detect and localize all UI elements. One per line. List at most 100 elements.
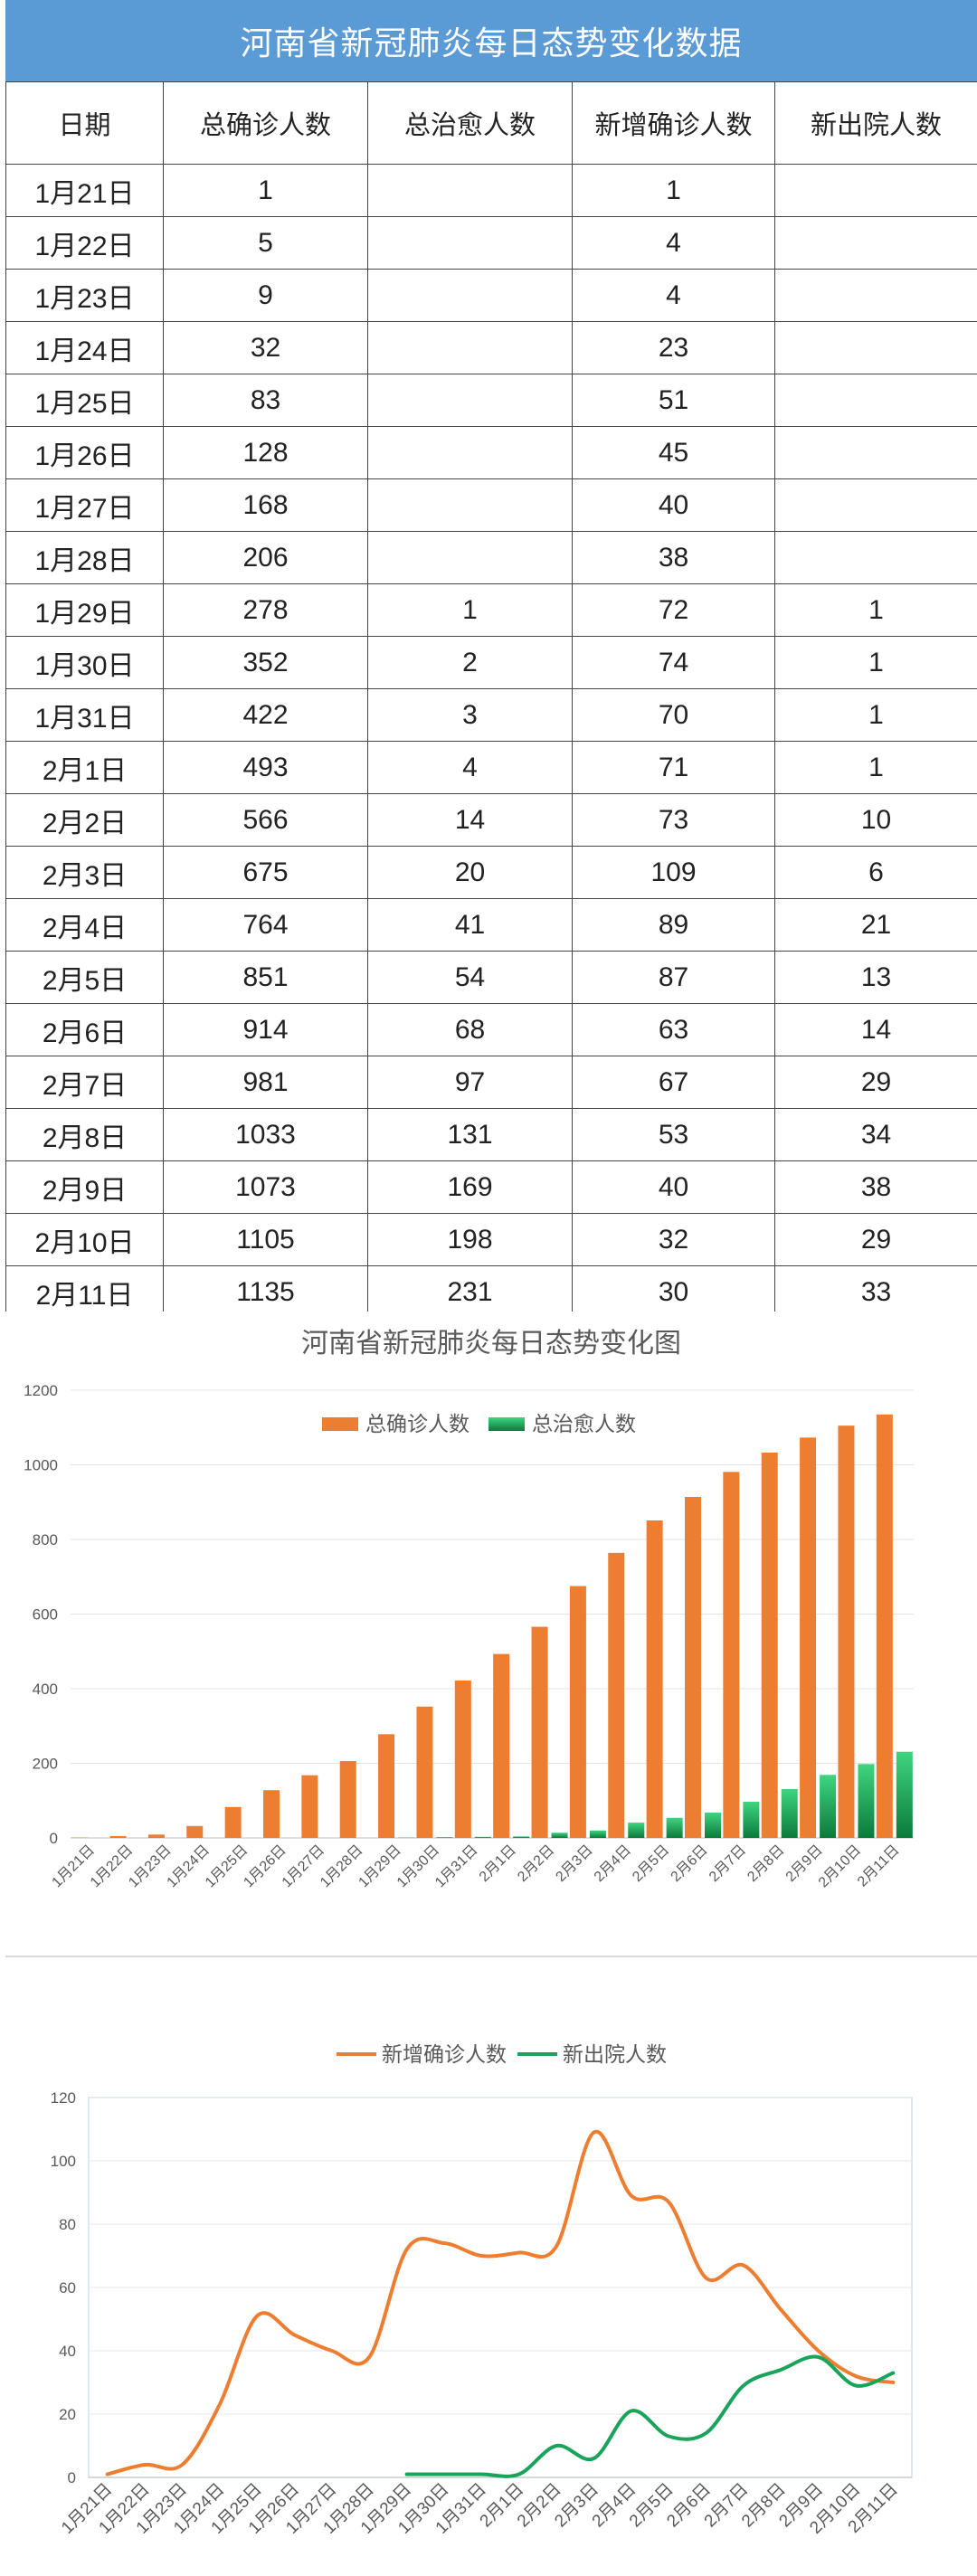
cell-total-cured: 68: [368, 1004, 573, 1056]
cell-total-confirmed: 1073: [164, 1161, 368, 1214]
cell-new-confirmed: 30: [573, 1266, 775, 1319]
bar-total-confirmed: [340, 1761, 356, 1838]
bar-total-cured: [705, 1813, 721, 1838]
legend-label: 总治愈人数: [532, 1412, 636, 1435]
cell-total-confirmed: 1105: [164, 1214, 368, 1266]
cell-date: 1月23日: [6, 270, 164, 322]
x-tick-label: 2月10日: [816, 1842, 865, 1891]
cell-new-confirmed: 45: [573, 427, 775, 479]
bar-total-confirmed: [877, 1415, 893, 1838]
cell-new-discharged: 1: [775, 689, 977, 742]
cell-total-cured: 131: [368, 1109, 573, 1161]
column-header-new-confirmed: 新增确诊人数: [573, 82, 775, 165]
cell-new-confirmed: 4: [573, 217, 775, 270]
bar-total-cured: [436, 1837, 452, 1838]
x-tick-label: 2月8日: [745, 1842, 787, 1885]
y-tick-label: 40: [59, 2343, 76, 2360]
bar-total-cured: [475, 1837, 491, 1838]
cell-new-confirmed: 73: [573, 794, 775, 847]
cell-date: 2月1日: [6, 742, 164, 794]
cell-date: 1月28日: [6, 532, 164, 584]
legend-swatch: [488, 1417, 525, 1431]
bar-chart: 河南省新冠肺炎每日态势变化图0200400600800100012001月21日…: [5, 1312, 977, 1956]
cell-new-discharged: [775, 532, 977, 584]
cell-total-cured: 169: [368, 1161, 573, 1214]
bar-total-cured: [667, 1818, 683, 1838]
x-tick-label: 2月1日: [477, 1842, 519, 1885]
bar-total-cured: [820, 1775, 836, 1838]
cell-new-discharged: [775, 165, 977, 217]
cell-new-discharged: 1: [775, 742, 977, 794]
cell-new-confirmed: 74: [573, 637, 775, 689]
bar-total-confirmed: [762, 1453, 778, 1838]
cell-total-confirmed: 5: [164, 217, 368, 270]
cell-date: 1月24日: [6, 322, 164, 374]
cell-date: 1月26日: [6, 427, 164, 479]
cell-new-discharged: 29: [775, 1214, 977, 1266]
bar-total-confirmed: [301, 1776, 318, 1838]
cell-date: 2月8日: [6, 1109, 164, 1161]
bar-total-cured: [743, 1802, 759, 1838]
cell-new-confirmed: 38: [573, 532, 775, 584]
bar-total-cured: [896, 1752, 913, 1838]
cell-new-confirmed: 40: [573, 479, 775, 532]
cell-total-confirmed: 1135: [164, 1266, 368, 1319]
bar-total-confirmed: [110, 1836, 127, 1838]
cell-total-confirmed: 1033: [164, 1109, 368, 1161]
cell-date: 2月3日: [6, 847, 164, 899]
bar-total-confirmed: [723, 1472, 739, 1838]
cell-date: 2月7日: [6, 1056, 164, 1109]
cell-total-cured: [368, 427, 573, 479]
cell-total-confirmed: 422: [164, 689, 368, 742]
cell-total-confirmed: 128: [164, 427, 368, 479]
legend-swatch: [322, 1417, 358, 1431]
cell-total-confirmed: 168: [164, 479, 368, 532]
bar-total-confirmed: [416, 1707, 432, 1838]
cell-date: 2月4日: [6, 899, 164, 952]
column-header-total-cured: 总治愈人数: [368, 82, 573, 165]
bar-total-confirmed: [570, 1586, 586, 1838]
y-tick-label: 1200: [24, 1382, 58, 1399]
cell-new-discharged: [775, 427, 977, 479]
y-tick-label: 0: [68, 2469, 76, 2486]
legend-label: 总确诊人数: [365, 1412, 470, 1435]
y-tick-label: 60: [59, 2279, 76, 2297]
cell-new-confirmed: 53: [573, 1109, 775, 1161]
cell-total-cured: 14: [368, 794, 573, 847]
bar-total-cured: [513, 1836, 529, 1838]
cell-new-confirmed: 51: [573, 374, 775, 427]
cell-date: 2月2日: [6, 794, 164, 847]
cell-total-confirmed: 32: [164, 322, 368, 374]
y-tick-label: 20: [59, 2406, 76, 2423]
y-tick-label: 800: [33, 1531, 58, 1548]
cell-new-confirmed: 71: [573, 742, 775, 794]
y-tick-label: 80: [59, 2216, 76, 2233]
cell-date: 2月10日: [6, 1214, 164, 1266]
cell-total-cured: [368, 479, 573, 532]
cell-total-confirmed: 675: [164, 847, 368, 899]
x-tick-label: 2月6日: [669, 1842, 711, 1885]
cell-new-discharged: [775, 374, 977, 427]
cell-total-cured: 198: [368, 1214, 573, 1266]
cell-total-cured: 54: [368, 952, 573, 1004]
cell-new-confirmed: 1: [573, 165, 775, 217]
cell-total-confirmed: 206: [164, 532, 368, 584]
cell-total-cured: [368, 270, 573, 322]
cell-date: 1月27日: [6, 479, 164, 532]
x-tick-label: 2月7日: [707, 1842, 749, 1885]
chart-title: 河南省新冠肺炎每日态势变化图: [301, 1329, 681, 1359]
column-header-new-discharged: 新出院人数: [775, 82, 977, 165]
x-tick-label: 2月2日: [515, 1842, 557, 1885]
cell-date: 2月6日: [6, 1004, 164, 1056]
